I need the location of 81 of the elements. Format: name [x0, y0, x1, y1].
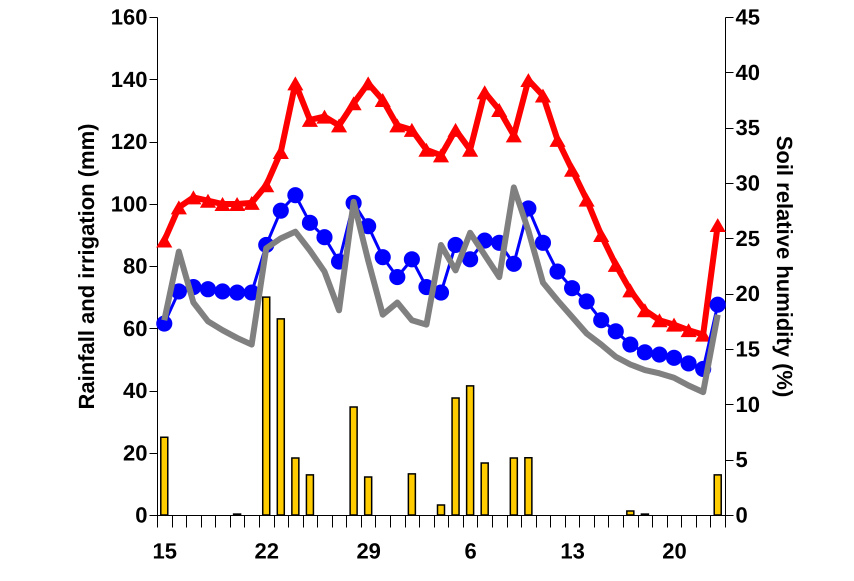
point [534, 234, 552, 251]
y-tick-label: 160 [110, 4, 148, 30]
x-tick-label: 6 [464, 538, 477, 564]
point [287, 76, 304, 90]
point [448, 122, 464, 137]
point [564, 162, 580, 177]
point [316, 229, 333, 246]
y-tick-label: 80 [123, 254, 148, 278]
point [491, 102, 508, 117]
x-tick-label: 20 [662, 538, 687, 564]
y2-tick-label: 25 [736, 226, 760, 251]
point [316, 110, 333, 124]
point [156, 234, 172, 248]
point [593, 312, 610, 328]
point [651, 346, 668, 363]
y2-tick-label: 45 [736, 4, 760, 30]
point [666, 350, 682, 366]
y2-tick-label: 0 [736, 502, 748, 528]
point [462, 251, 478, 268]
point [214, 197, 231, 212]
x-tick-label: 15 [152, 538, 178, 564]
point [680, 355, 697, 372]
point [448, 236, 464, 254]
point [389, 269, 406, 286]
y2-tick-label: 30 [736, 170, 760, 196]
point [229, 284, 246, 301]
y-tick-label: 140 [110, 66, 148, 92]
point [506, 256, 522, 272]
point [432, 148, 450, 162]
y2-tick-label: 10 [736, 392, 760, 417]
point [622, 336, 638, 353]
point [170, 200, 187, 214]
point [214, 283, 231, 300]
point [549, 263, 566, 280]
point [710, 218, 726, 232]
point [200, 281, 216, 298]
point [374, 249, 391, 266]
point [710, 296, 726, 313]
y2-tick-label: 20 [736, 281, 760, 306]
x-tick-label: 13 [560, 538, 585, 564]
point [651, 313, 668, 328]
y-tick-label: 40 [123, 378, 148, 403]
point [330, 118, 348, 132]
y2-axis-title: Soil relative humidity (%) [772, 136, 797, 398]
x-tick-label: 22 [254, 538, 279, 564]
point [302, 214, 318, 231]
point [680, 323, 697, 338]
point [534, 88, 552, 103]
point [200, 194, 216, 208]
point [578, 192, 595, 207]
point [432, 284, 450, 301]
point [608, 323, 624, 340]
point [622, 283, 638, 298]
point [593, 228, 610, 242]
y-tick-label: 120 [110, 129, 148, 154]
y-tick-label: 60 [123, 316, 148, 341]
point [636, 344, 653, 360]
y2-tick-label: 15 [736, 336, 760, 362]
point [229, 197, 246, 212]
point [272, 202, 289, 219]
y-axis-title: Rainfall and irrigation (mm) [74, 123, 99, 410]
point [404, 122, 420, 137]
y2-tick-label: 40 [736, 60, 760, 85]
point [564, 280, 580, 296]
y2-tick-label: 5 [736, 447, 748, 472]
point [666, 318, 682, 332]
point [287, 187, 304, 204]
y-tick-label: 20 [123, 440, 148, 466]
point [244, 196, 260, 210]
point [608, 258, 624, 272]
y-tick-label: 0 [135, 502, 148, 528]
y-tick-label: 100 [110, 191, 148, 216]
y2-tick-label: 35 [736, 115, 760, 140]
point [302, 112, 318, 127]
point [374, 93, 391, 107]
point [346, 96, 362, 110]
point [389, 118, 406, 132]
point [404, 251, 420, 268]
point [418, 142, 434, 157]
point [578, 293, 595, 310]
x-tick-label: 29 [356, 538, 381, 564]
